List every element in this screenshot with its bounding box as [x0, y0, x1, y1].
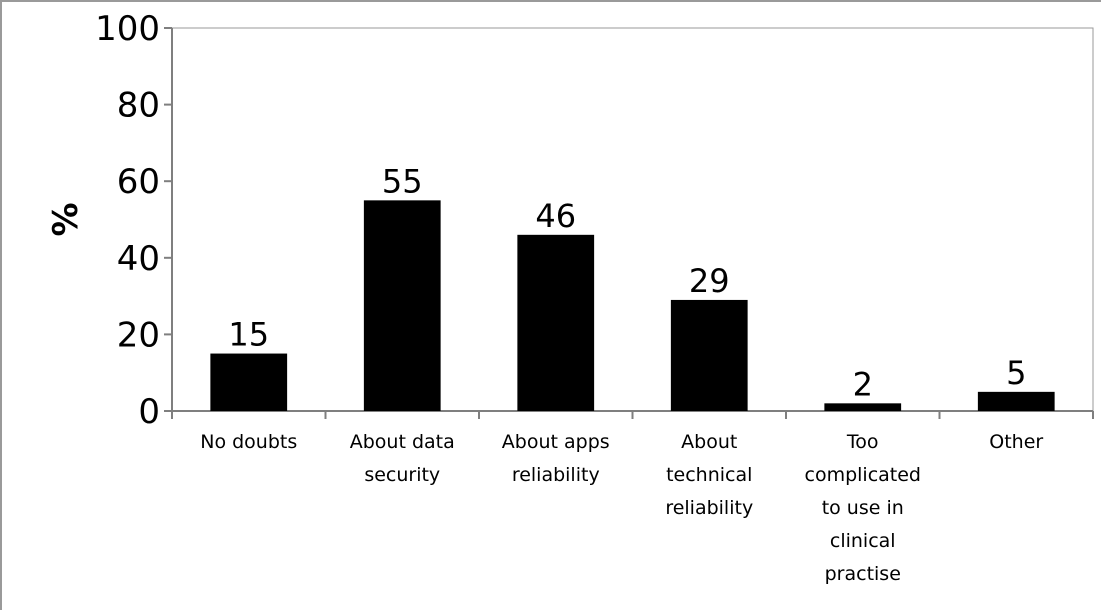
bar	[977, 391, 1055, 411]
bar	[363, 200, 441, 411]
y-axis-title: %	[46, 202, 86, 236]
bars	[210, 200, 1055, 411]
bar	[824, 403, 902, 411]
category-label: Other	[989, 431, 1043, 453]
bar	[670, 299, 748, 411]
category-label: No doubts	[200, 431, 297, 453]
y-tick-label: 100	[95, 9, 160, 49]
bar	[210, 353, 288, 411]
data-label: 29	[689, 262, 730, 300]
category-label: About technical reliability	[665, 431, 753, 519]
category-label-line: to use in	[822, 497, 904, 519]
category-label-line: About apps	[502, 431, 610, 453]
category-label-line: reliability	[665, 497, 753, 519]
data-label: 5	[1006, 354, 1026, 392]
axes: 0 20 40 60 80 100%	[46, 9, 1094, 432]
category-label-line: complicated	[805, 464, 922, 486]
y-tick-label: 80	[117, 86, 160, 126]
category-label: Too complicated to use in clinical practise	[805, 431, 922, 585]
category-label-line: practise	[825, 563, 901, 585]
y-tick-label: 60	[117, 162, 160, 202]
category-label-line: Other	[989, 431, 1043, 453]
data-label: 15	[228, 316, 269, 354]
category-label-line: security	[364, 464, 440, 486]
y-tick-label: 0	[138, 392, 160, 432]
category-label-line: technical	[666, 464, 752, 486]
y-tick-label: 40	[117, 239, 160, 279]
data-label: 2	[853, 365, 873, 403]
category-label-line: clinical	[830, 530, 896, 552]
plot-area	[171, 27, 1094, 412]
data-label: 46	[535, 197, 576, 235]
category-label-line: reliability	[512, 464, 600, 486]
category-label-line: About data	[350, 431, 455, 453]
y-tick-label: 20	[117, 315, 160, 355]
data-label: 55	[382, 162, 423, 200]
labels: 15 No doubts 55 About data security 46 About a…	[200, 162, 1043, 585]
bar	[517, 234, 595, 411]
category-label: About data security	[350, 431, 455, 486]
category-label-line: No doubts	[200, 431, 297, 453]
category-label: About apps reliability	[502, 431, 610, 486]
category-label-line: Too	[846, 431, 879, 453]
category-label-line: About	[681, 431, 737, 453]
